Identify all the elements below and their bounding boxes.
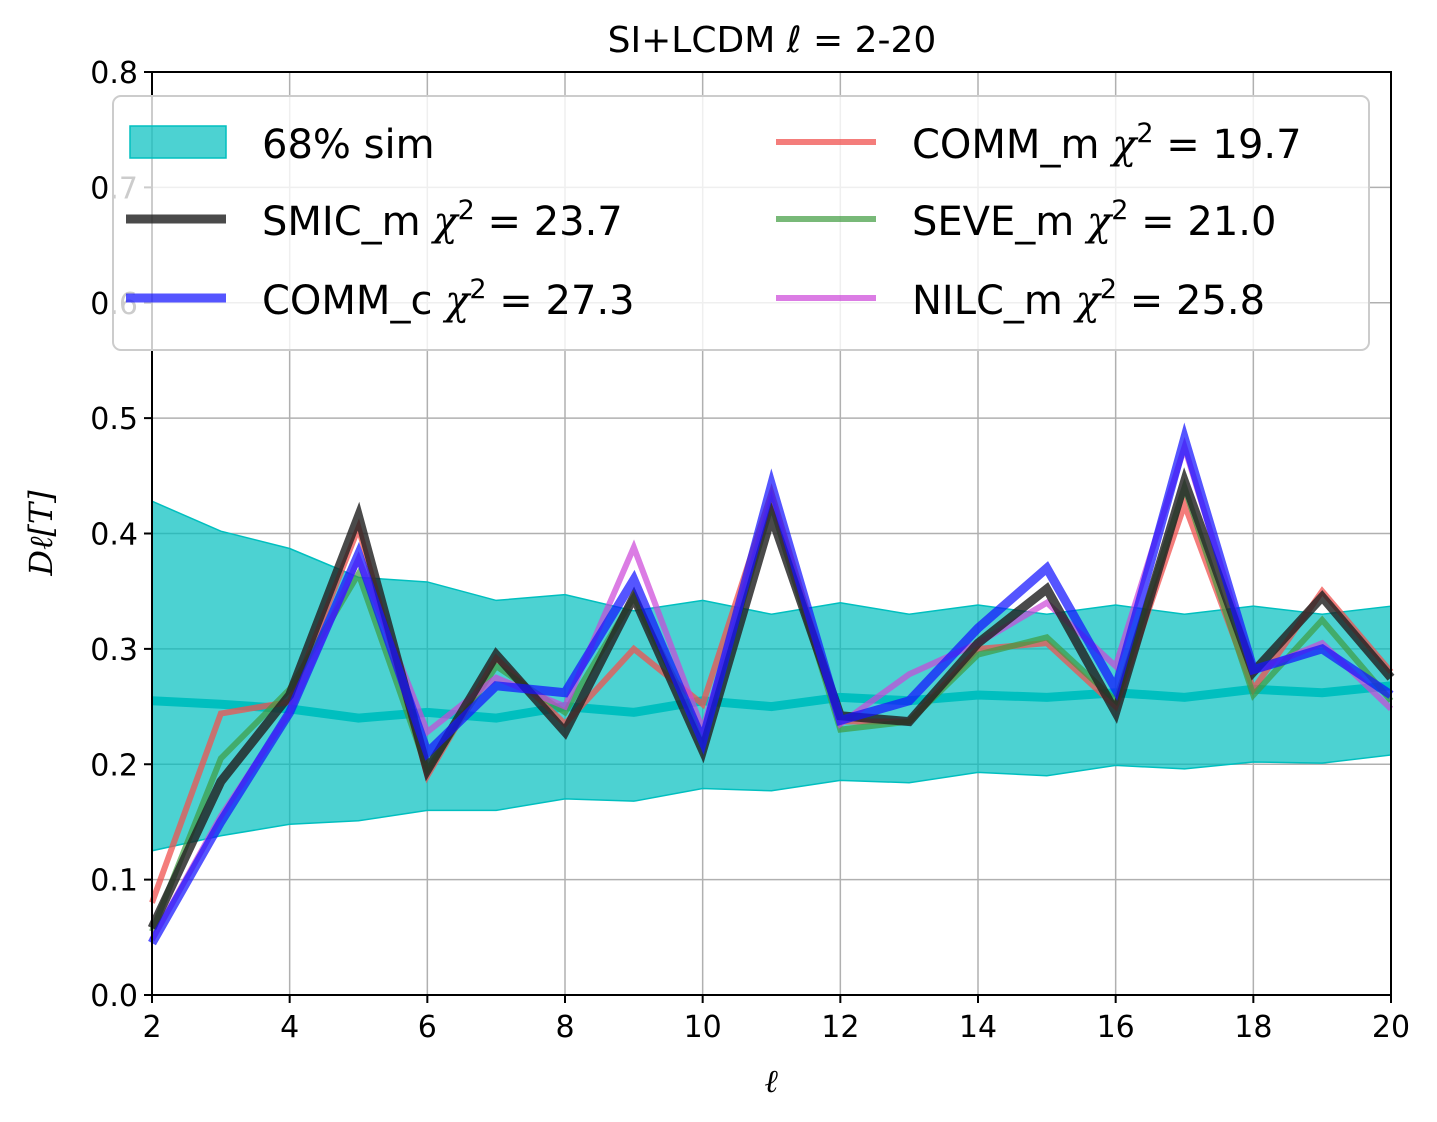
legend-label-comm-m: COMM_m χ2 = 19.7 bbox=[912, 118, 1302, 168]
y-tick-label-0: 0.0 bbox=[90, 979, 138, 1014]
series-line-comm-c bbox=[148, 422, 1394, 946]
x-tick-label-3: 8 bbox=[555, 1010, 574, 1045]
y-tick-label-2: 0.2 bbox=[90, 748, 138, 783]
legend-label-nilc-m: NILC_m χ2 = 25.8 bbox=[912, 274, 1265, 324]
legend: 68% sim SMIC_m χ2 = 23.7 COMM_c χ2 = 27.3 C… bbox=[112, 95, 1370, 351]
y-axis-label: Dℓ[T] bbox=[22, 490, 60, 577]
x-tick-label-2: 6 bbox=[418, 1010, 437, 1045]
x-tick-label-6: 14 bbox=[959, 1010, 997, 1045]
legend-label-smic-m: SMIC_m χ2 = 23.7 bbox=[262, 195, 623, 245]
x-tick-label-4: 10 bbox=[684, 1010, 722, 1045]
y-tick-label-5: 0.5 bbox=[90, 402, 138, 437]
x-tick-label-0: 2 bbox=[142, 1010, 161, 1045]
x-tick-label-5: 12 bbox=[821, 1010, 859, 1045]
x-tick-label-7: 16 bbox=[1097, 1010, 1135, 1045]
y-tick-label-4: 0.4 bbox=[90, 518, 138, 553]
y-tick-label-8: 0.8 bbox=[90, 56, 138, 91]
legend-label-comm-c: COMM_c χ2 = 27.3 bbox=[262, 274, 635, 324]
legend-label-seve-m: SEVE_m χ2 = 21.0 bbox=[912, 195, 1276, 245]
chart-title: SI+LCDM ℓ = 2-20 bbox=[608, 20, 937, 61]
x-axis-label: ℓ bbox=[764, 1062, 778, 1100]
sim-band-mean-line bbox=[151, 681, 1392, 723]
y-tick-label-1: 0.1 bbox=[90, 864, 138, 899]
series-line-smic-m bbox=[147, 467, 1395, 930]
x-tick-label-8: 18 bbox=[1234, 1010, 1272, 1045]
x-tick-label-9: 20 bbox=[1372, 1010, 1410, 1045]
legend-box bbox=[112, 95, 1370, 351]
legend-label-68-sim: 68% sim bbox=[262, 122, 435, 168]
series-group bbox=[147, 422, 1395, 946]
y-tick-label-3: 0.3 bbox=[90, 633, 138, 668]
y-axis-label-text: Dℓ[T] bbox=[22, 490, 60, 577]
x-axis: 2 4 6 8 10 12 14 16 18 20 bbox=[142, 995, 1410, 1045]
legend-swatch-68-sim bbox=[129, 125, 227, 159]
x-tick-label-1: 4 bbox=[280, 1010, 299, 1045]
